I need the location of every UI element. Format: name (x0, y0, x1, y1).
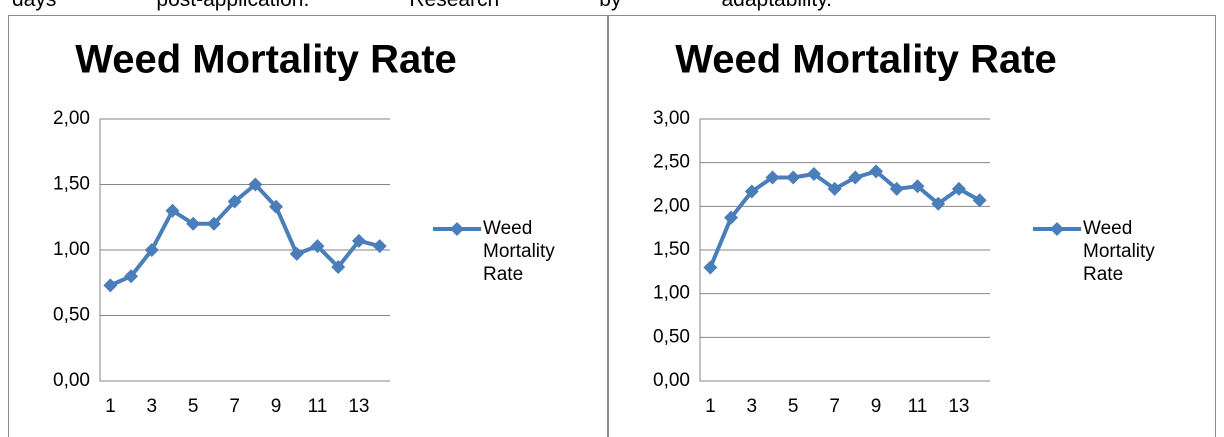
y-tick-label: 2,50 (653, 152, 690, 173)
y-tick-label: 3,00 (653, 108, 690, 129)
x-tick-label: 9 (871, 396, 882, 417)
x-tick-label: 9 (271, 396, 282, 417)
x-tick-label: 13 (348, 396, 369, 417)
marker (972, 193, 987, 208)
x-tick-label: 7 (829, 396, 840, 417)
x-tick-label: 1 (105, 396, 116, 417)
chart-title: Weed Mortality Rate (675, 38, 1057, 82)
y-tick-label: 0,50 (53, 305, 90, 326)
x-tick-label: 11 (308, 396, 328, 417)
x-tick-label: 11 (908, 396, 928, 417)
marker (124, 269, 139, 284)
y-tick-label: 0,00 (653, 370, 690, 391)
x-tick-label: 7 (229, 396, 240, 417)
x-tick-label: 1 (705, 396, 716, 417)
marker (765, 170, 780, 185)
y-tick-label: 1,50 (53, 174, 90, 195)
y-tick-label: 2,00 (53, 108, 90, 129)
legend-marker (450, 222, 464, 236)
y-tick-label: 0,50 (653, 326, 690, 347)
y-tick-label: 1,00 (653, 283, 690, 304)
x-tick-label: 3 (146, 396, 157, 417)
marker (889, 181, 904, 196)
marker (848, 170, 863, 185)
marker (372, 239, 387, 254)
x-tick-label: 5 (188, 396, 199, 417)
x-tick-label: 13 (948, 396, 969, 417)
chart-frame (608, 15, 1216, 437)
legend-marker (1050, 222, 1064, 236)
marker (206, 216, 221, 231)
x-tick-label: 3 (746, 396, 757, 417)
y-tick-label: 0,00 (53, 370, 90, 391)
y-tick-label: 2,00 (653, 195, 690, 216)
marker (931, 196, 946, 211)
header-text: days post-application. Research by adapt… (12, 0, 832, 12)
marker (289, 246, 304, 261)
marker (165, 203, 180, 218)
marker (248, 177, 263, 192)
marker (744, 184, 759, 199)
marker (351, 233, 366, 248)
marker (951, 181, 966, 196)
marker (724, 210, 739, 225)
chart-frame (8, 15, 608, 437)
marker (331, 260, 346, 275)
y-tick-label: 1,50 (653, 239, 690, 260)
marker (786, 170, 801, 185)
marker (269, 199, 284, 214)
legend-label: Weed Mortality Rate (483, 218, 555, 285)
marker (910, 179, 925, 194)
x-tick-label: 5 (788, 396, 799, 417)
marker (186, 216, 201, 231)
y-tick-label: 1,00 (53, 239, 90, 260)
marker (227, 194, 242, 209)
marker (869, 164, 884, 179)
marker (310, 239, 325, 254)
marker (806, 167, 821, 182)
marker (103, 278, 118, 293)
legend-label: Weed Mortality Rate (1083, 218, 1155, 285)
marker (827, 181, 842, 196)
marker (144, 243, 159, 257)
marker (703, 260, 718, 275)
chart-title: Weed Mortality Rate (75, 38, 457, 82)
